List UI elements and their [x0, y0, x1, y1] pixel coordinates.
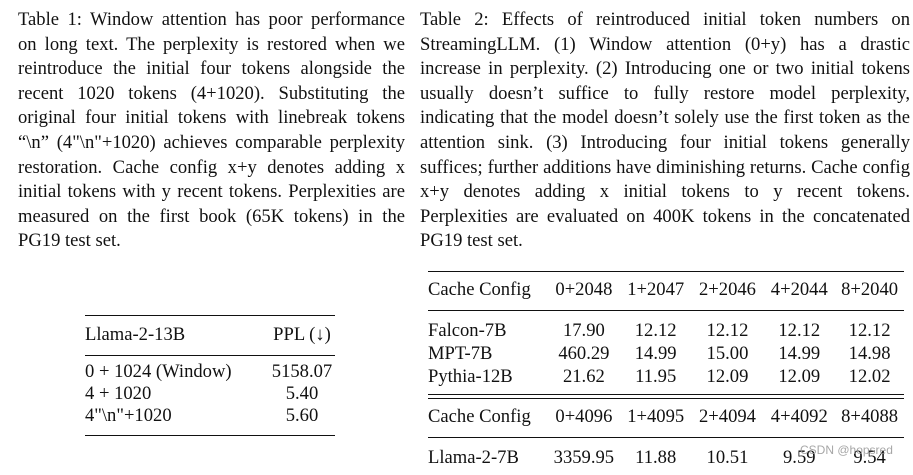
table-row: MPT-7B 460.29 14.99 15.00 14.99 14.98 — [428, 342, 904, 365]
table2-midrule — [428, 437, 904, 438]
table2-model-cell: MPT-7B — [428, 343, 493, 364]
table1-caption-column: Table 1: Window attention has poor perfo… — [18, 8, 405, 254]
table2-model-cell: Llama-2-7B — [428, 447, 519, 468]
table1-ppl-cell: 5.60 — [285, 405, 319, 426]
table2-value-cell: 3359.95 — [553, 447, 615, 468]
table2-value-cell: 12.12 — [778, 320, 821, 341]
table-row: Llama-2-7B 3359.95 11.88 10.51 9.59 9.54 — [428, 446, 904, 469]
table2-config-header: 8+2040 — [841, 279, 899, 300]
table2-block1-body: Falcon-7B 17.90 12.12 12.12 12.12 12.12 … — [428, 319, 904, 388]
table1-bottomrule — [85, 435, 335, 436]
table2-value-cell: 11.88 — [635, 447, 677, 468]
table2-caption-text: Effects of reintroduced initial token nu… — [420, 9, 911, 252]
table-row: 0 + 1024 (Window) 5158.07 — [85, 361, 335, 383]
table2-config-header: 1+4095 — [627, 406, 685, 427]
table1: Llama-2-13B PPL (↓) 0 + 1024 (Window) 51… — [85, 315, 335, 436]
table1-midrule — [85, 355, 335, 356]
table2-config-header: 0+4096 — [555, 406, 613, 427]
table2-value-cell: 15.00 — [706, 343, 749, 364]
table1-config-cell: 4"\n"+1020 — [85, 405, 172, 426]
table2-value-cell: 12.09 — [778, 366, 821, 387]
watermark: CSDN @hopsred — [800, 443, 893, 457]
table2-value-cell: 12.12 — [634, 320, 677, 341]
table2-value-cell: 9.59 — [783, 447, 816, 468]
table1-caption-text: Window attention has poor performance on… — [18, 9, 405, 252]
table2-config-header: 8+4088 — [841, 406, 899, 427]
table2-value-cell: 14.98 — [848, 343, 891, 364]
table2-caption: Table 2: Effects of reintroduced initial… — [420, 8, 910, 254]
table2-value-cell: 12.12 — [848, 320, 891, 341]
table2-config-header: 2+2046 — [698, 279, 756, 300]
table2-value-cell: 12.09 — [706, 366, 749, 387]
table2-block-separator — [428, 398, 904, 399]
table2-block1-header-row: Cache Config 0+2048 1+2047 2+2046 4+2044… — [428, 278, 904, 301]
table2-block2-header-row: Cache Config 0+4096 1+4095 2+4094 4+4092… — [428, 405, 904, 428]
table-row: Falcon-7B 17.90 12.12 12.12 12.12 12.12 — [428, 319, 904, 342]
table1-header-metric: PPL (↓) — [273, 324, 331, 345]
table-row: Pythia-12B 21.62 11.95 12.09 12.09 12.02 — [428, 365, 904, 388]
table2-value-cell: 12.12 — [706, 320, 749, 341]
table2-value-cell: 460.29 — [558, 343, 610, 364]
table2-toprule — [428, 271, 904, 272]
table1-caption: Table 1: Window attention has poor perfo… — [18, 8, 405, 254]
table1-config-cell: 0 + 1024 (Window) — [85, 361, 232, 382]
table2-value-cell: 10.51 — [706, 447, 749, 468]
table2-block2-body: Llama-2-7B 3359.95 11.88 10.51 9.59 9.54 — [428, 446, 904, 469]
table2-config-header: 1+2047 — [627, 279, 685, 300]
table2-value-cell: 11.95 — [635, 366, 677, 387]
table2-value-cell: 21.62 — [562, 366, 605, 387]
table1-caption-label: Table 1: — [18, 9, 82, 30]
table2-config-header: 2+4094 — [698, 406, 756, 427]
table1-ppl-cell: 5158.07 — [271, 361, 333, 382]
table2-caption-label: Table 2: — [420, 9, 489, 30]
table2-block-separator — [428, 394, 904, 395]
table-row: 4"\n"+1020 5.60 — [85, 405, 335, 427]
table2-caption-column: Table 2: Effects of reintroduced initial… — [420, 8, 910, 254]
table2-config-header: 4+4092 — [770, 406, 828, 427]
table2-value-cell: 14.99 — [778, 343, 821, 364]
table2-model-cell: Falcon-7B — [428, 320, 507, 341]
table2-config-header: 0+2048 — [555, 279, 613, 300]
table2-value-cell: 14.99 — [634, 343, 677, 364]
table2-value-cell: 12.02 — [848, 366, 891, 387]
table2-config-header: 4+2044 — [770, 279, 828, 300]
table2-header-label: Cache Config — [428, 279, 531, 300]
table2-header-label: Cache Config — [428, 406, 531, 427]
table1-header-row: Llama-2-13B PPL (↓) — [85, 322, 335, 348]
table2-value-cell: 17.90 — [562, 320, 605, 341]
table-row: 4 + 1020 5.40 — [85, 383, 335, 405]
table2: Cache Config 0+2048 1+2047 2+2046 4+2044… — [428, 271, 904, 475]
table1-header-model: Llama-2-13B — [85, 324, 186, 345]
table1-config-cell: 4 + 1020 — [85, 383, 152, 404]
table1-ppl-cell: 5.40 — [285, 383, 319, 404]
table2-midrule — [428, 310, 904, 311]
table1-body: 0 + 1024 (Window) 5158.07 4 + 1020 5.40 … — [85, 361, 335, 427]
table1-toprule — [85, 315, 335, 316]
table2-model-cell: Pythia-12B — [428, 366, 513, 387]
table2-value-cell: 9.54 — [853, 447, 886, 468]
